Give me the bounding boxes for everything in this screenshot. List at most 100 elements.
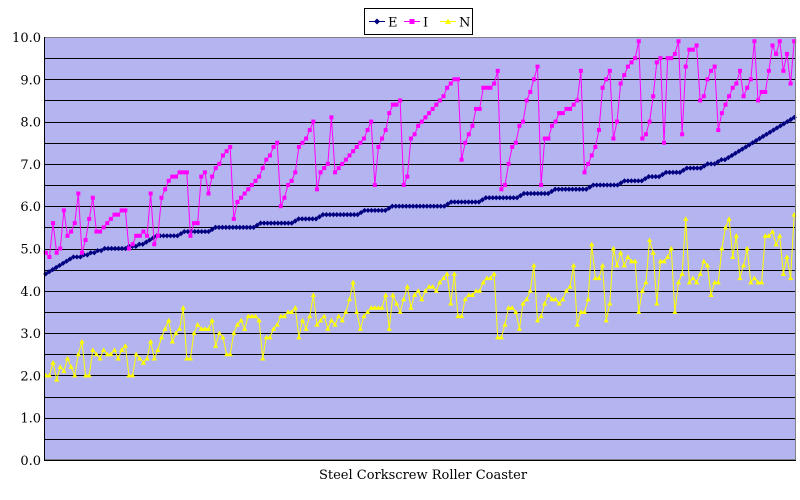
data-point-I <box>669 56 674 61</box>
series-group <box>43 39 797 382</box>
data-point-E <box>504 195 510 201</box>
data-point-N <box>249 313 255 319</box>
data-point-I <box>683 64 688 69</box>
data-point-N <box>97 355 103 361</box>
data-point-N <box>524 296 530 302</box>
data-point-N <box>740 262 747 268</box>
data-point-E <box>379 207 385 214</box>
data-point-I <box>741 94 746 99</box>
data-point-I <box>756 98 761 103</box>
data-point-I <box>192 221 197 226</box>
data-point-E <box>257 220 264 226</box>
data-point-I <box>116 212 121 217</box>
data-point-I <box>405 174 410 179</box>
legend-entry-E: E <box>369 16 398 31</box>
data-point-E <box>372 207 378 214</box>
data-point-E <box>60 260 66 266</box>
data-point-E <box>770 127 777 133</box>
data-point-N <box>274 322 280 327</box>
data-point-E <box>264 220 271 226</box>
data-point-I <box>629 60 634 65</box>
data-point-N <box>238 317 244 323</box>
data-point-N <box>119 347 125 353</box>
data-point-I <box>412 132 417 137</box>
data-point-N <box>68 364 74 369</box>
data-point-I <box>615 119 620 124</box>
data-point-N <box>278 313 284 319</box>
data-point-I <box>275 140 280 145</box>
data-point-E <box>445 201 451 207</box>
data-point-N <box>242 326 248 331</box>
data-point-N <box>93 351 100 357</box>
data-point-E <box>275 220 281 226</box>
data-point-E <box>500 195 506 201</box>
data-point-I <box>307 128 312 133</box>
data-point-I <box>408 136 413 141</box>
data-point-E <box>656 173 662 180</box>
data-point-E <box>639 178 645 184</box>
data-point-N <box>603 317 609 323</box>
data-point-N <box>737 275 743 281</box>
data-point-N <box>108 351 114 357</box>
data-point-E <box>393 203 399 209</box>
data-point-E <box>98 248 104 254</box>
data-point-E <box>122 245 129 252</box>
data-point-I <box>477 106 482 111</box>
data-point-I <box>206 191 211 196</box>
data-point-N <box>520 300 526 306</box>
data-point-N <box>719 245 725 251</box>
data-point-I <box>163 187 168 192</box>
data-point-E <box>777 123 784 129</box>
data-point-I <box>734 81 739 86</box>
data-point-N <box>646 237 653 243</box>
data-point-E <box>590 182 596 188</box>
y-tick-label: 7.0 <box>20 158 41 173</box>
series-I <box>43 39 797 259</box>
data-point-N <box>111 347 118 353</box>
data-point-I <box>79 250 84 255</box>
data-point-N <box>408 305 414 310</box>
data-point-N <box>730 254 736 259</box>
data-point-I <box>748 77 753 82</box>
data-point-N <box>748 279 754 285</box>
data-point-E <box>358 209 364 216</box>
data-point-E <box>666 169 673 175</box>
data-point-E <box>365 207 371 214</box>
data-point-I <box>145 233 150 238</box>
data-point-I <box>578 68 583 73</box>
data-point-N <box>314 322 320 327</box>
data-point-E <box>434 203 440 209</box>
data-point-E <box>774 125 780 131</box>
data-point-E <box>646 173 652 180</box>
data-point-I <box>466 132 471 137</box>
data-point-I <box>455 77 460 82</box>
data-point-N <box>339 317 345 323</box>
data-point-I <box>737 68 742 73</box>
data-point-N <box>632 258 638 264</box>
data-point-N <box>303 326 309 331</box>
data-point-E <box>611 182 617 188</box>
data-point-I <box>159 195 164 200</box>
data-point-I <box>271 144 276 149</box>
legend-marker <box>409 19 415 24</box>
data-point-E <box>687 165 693 171</box>
data-point-N <box>231 330 237 336</box>
data-point-N <box>610 245 617 251</box>
data-point-N <box>79 338 85 344</box>
data-point-E <box>185 228 191 235</box>
data-point-I <box>51 221 56 226</box>
data-point-I <box>249 183 254 188</box>
data-point-E <box>722 157 728 163</box>
data-point-N <box>780 271 786 276</box>
data-point-E <box>763 131 770 137</box>
data-point-I <box>119 208 124 213</box>
data-point-N <box>299 317 306 323</box>
data-point-N <box>704 262 711 268</box>
data-point-E <box>659 171 666 178</box>
data-point-I <box>419 119 424 124</box>
data-point-N <box>379 305 385 310</box>
data-point-N <box>581 309 588 314</box>
data-point-I <box>618 81 623 86</box>
data-point-N <box>195 322 201 327</box>
data-point-E <box>424 203 430 209</box>
